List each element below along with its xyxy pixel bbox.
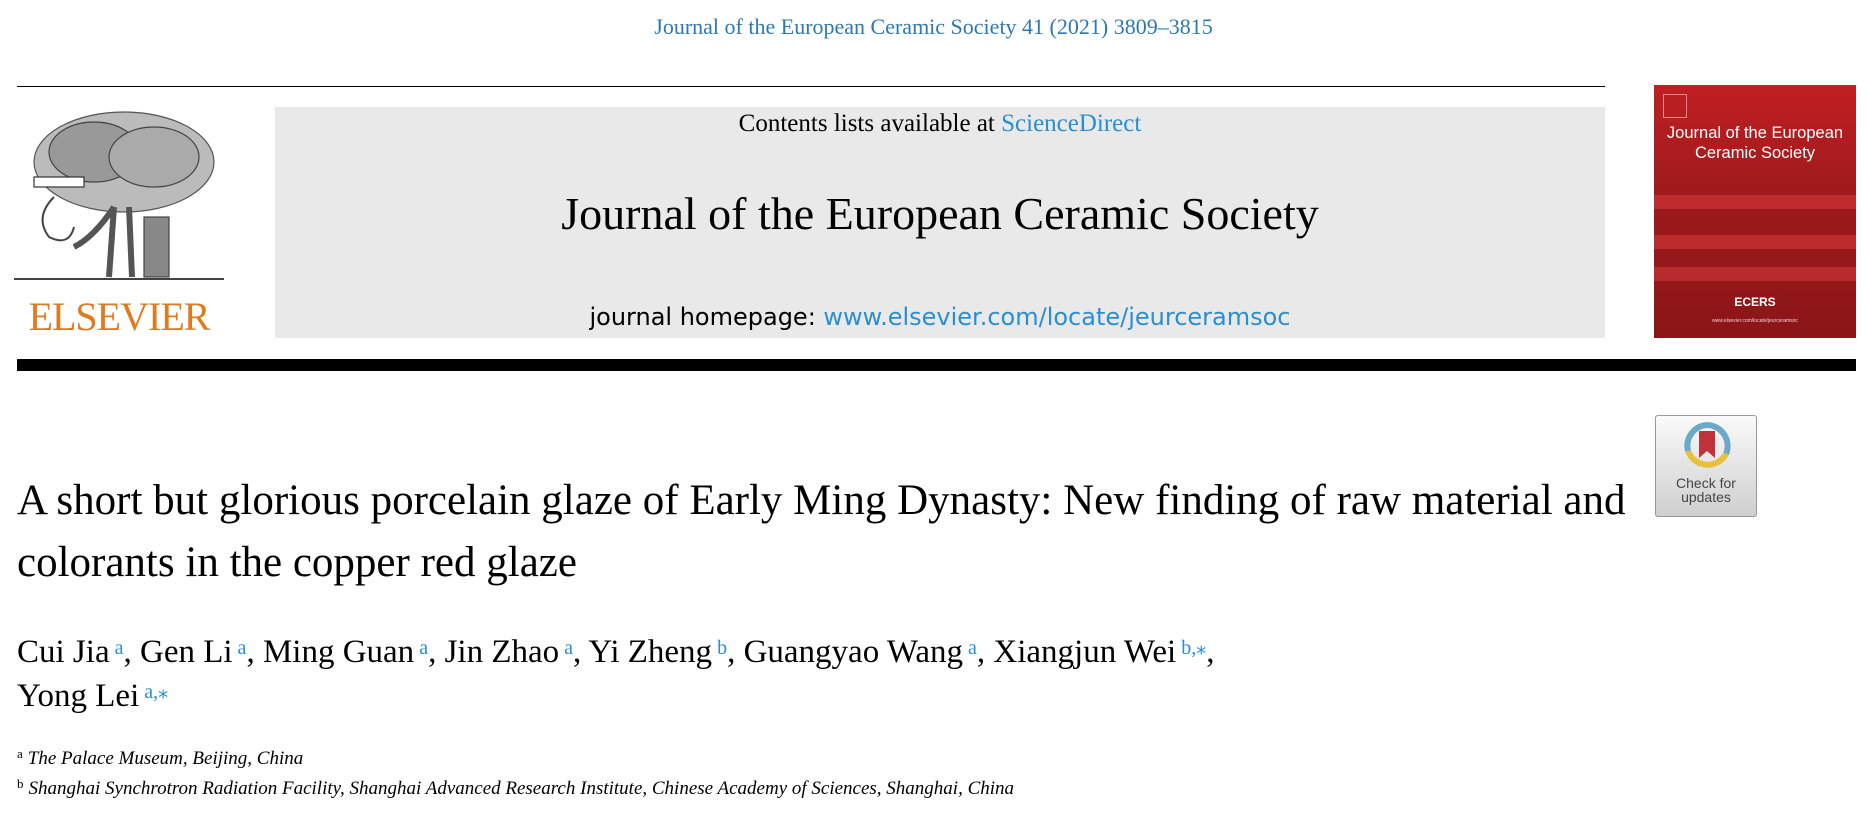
check-updates-icon [1684,422,1731,468]
affiliation-a: a The Palace Museum, Beijing, China [17,746,1617,770]
journal-citation: Journal of the European Ceramic Society … [654,14,1213,39]
author-affiliation-marker[interactable]: b [717,637,728,659]
homepage-prefix: journal homepage: [589,303,824,331]
author[interactable]: Yi Zheng [588,634,713,670]
elsevier-logo[interactable]: ELSEVIER [14,107,224,340]
affiliation-key: b [17,776,24,791]
author[interactable]: Guangyao Wang [743,634,963,670]
author-list: Cui Jia a, Gen Li a, Ming Guan a, Jin Zhao a… [17,634,1215,714]
homepage-line: journal homepage: www.elsevier.com/locat… [275,303,1605,331]
cover-elsevier-icon [1663,94,1687,118]
affiliation-text: The Palace Museum, Beijing, China [27,748,304,769]
cover-band [1654,235,1856,249]
author-affiliation-marker[interactable]: a [114,637,124,659]
affiliation-key: a [17,746,23,761]
cover-logo-text: ECERS [1734,295,1776,309]
journal-name: Journal of the European Ceramic Society [561,188,1319,239]
author-affiliation-marker[interactable]: a,⁎ [144,681,169,703]
author-affiliation-marker[interactable]: a [419,637,429,659]
affiliation-b: b Shanghai Synchrotron Radiation Facility… [17,776,1617,800]
author[interactable]: Jin Zhao [444,634,560,670]
author[interactable]: Yong Lei [17,678,140,714]
homepage-link[interactable]: www.elsevier.com/locate/jeurceramsoc [823,303,1291,331]
tree-illustration-icon [14,111,224,280]
check-updates-line1: Check for [1676,475,1736,491]
author-affiliation-marker[interactable]: a [237,637,247,659]
contents-line: Contents lists available at ScienceDirec… [275,107,1605,139]
cover-url: www.elsevier.com/locate/jeurceramsoc [1712,318,1798,324]
author-affiliation-marker[interactable]: a [968,637,977,659]
check-updates-line2: updates [1681,489,1731,505]
top-rule [17,86,1605,87]
header-bar [17,359,1856,371]
author[interactable]: Xiangjun Wei [993,634,1177,670]
contents-prefix: Contents lists available at [738,110,1002,137]
elsevier-wordmark: ELSEVIER [28,294,211,339]
journal-masthead: Contents lists available at ScienceDirec… [275,107,1605,338]
article-title: A short but glorious porcelain glaze of … [17,477,1626,586]
check-for-updates-button[interactable]: Check for updates [1655,415,1757,517]
cover-title: Journal of the European Ceramic Society [1666,124,1844,162]
affiliation-text: Shanghai Synchrotron Radiation Facility,… [28,778,1015,799]
author-affiliation-marker[interactable]: b,⁎ [1181,637,1207,659]
sciencedirect-link[interactable]: ScienceDirect [1001,110,1142,137]
author[interactable]: Gen Li [139,634,233,670]
author[interactable]: Ming Guan [262,634,415,670]
cover-band [1654,267,1856,281]
author[interactable]: Cui Jia [17,634,110,670]
journal-cover[interactable]: Journal of the European Ceramic Society … [1654,85,1856,338]
cover-band [1654,195,1856,209]
author-affiliation-marker[interactable]: a [564,637,574,659]
